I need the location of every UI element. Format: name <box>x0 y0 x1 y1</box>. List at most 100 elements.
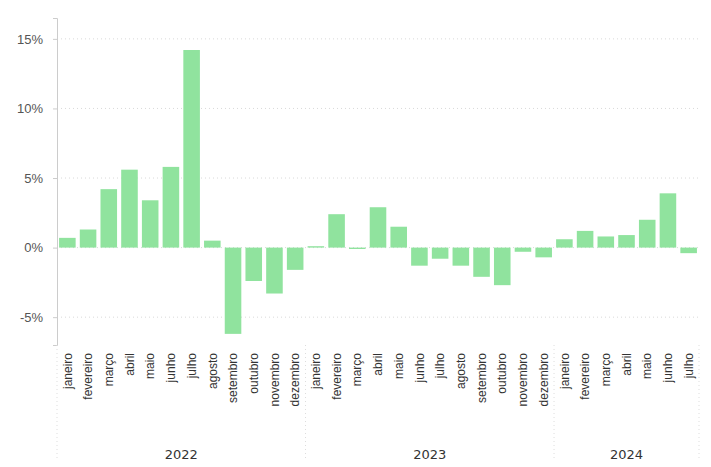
x-tick-label: junho <box>413 353 427 384</box>
y-tick-mark <box>53 178 57 179</box>
x-tick: dezembro <box>288 353 302 407</box>
bar <box>494 248 511 286</box>
bar <box>535 248 552 258</box>
y-tick: -5% <box>20 310 57 325</box>
x-tick: março <box>599 353 613 387</box>
x-axis: janeiro fevereiro março abril maio junho julho… <box>61 353 696 407</box>
year-labels: 2022 2023 2024 <box>165 447 643 462</box>
bar <box>204 241 221 248</box>
y-axis-line <box>53 19 58 346</box>
x-tick-label: outubro <box>495 353 509 394</box>
bar <box>556 239 573 247</box>
bar <box>100 189 117 247</box>
x-tick: fevereiro <box>330 353 344 400</box>
bar <box>183 50 200 248</box>
y-tick: 0% <box>24 240 57 255</box>
x-tick: julho <box>682 353 696 380</box>
bar <box>577 231 594 248</box>
group-separator <box>699 345 700 461</box>
bar <box>142 200 159 247</box>
bar <box>266 248 283 294</box>
year-label: 2024 <box>610 447 643 462</box>
bar <box>411 248 428 266</box>
bar <box>598 236 615 247</box>
bar <box>245 248 262 281</box>
x-tick-label: agosto <box>206 353 220 389</box>
grid <box>57 39 699 317</box>
x-tick: janeiro <box>309 353 323 390</box>
x-tick-label: junho <box>164 353 178 384</box>
x-tick: abril <box>123 353 137 376</box>
x-tick-label: abril <box>371 353 385 376</box>
y-tick: 5% <box>24 171 57 186</box>
group-separator <box>57 345 58 461</box>
bar <box>618 235 635 248</box>
x-tick-label: maio <box>143 353 157 379</box>
x-tick-label: abril <box>620 353 634 376</box>
x-tick-label: agosto <box>454 353 468 389</box>
bar <box>163 167 180 248</box>
x-tick-label: maio <box>392 353 406 379</box>
x-tick: abril <box>371 353 385 376</box>
bar <box>473 248 490 277</box>
bar <box>308 246 325 247</box>
group-separator <box>554 345 555 461</box>
x-tick: junho <box>413 353 427 384</box>
bar <box>660 193 677 247</box>
y-tick-label: -5% <box>20 310 44 325</box>
x-tick: agosto <box>454 353 468 389</box>
x-tick: outubro <box>247 353 261 394</box>
plot: -5%0%5%10%15%janeirofevereiromarçoabrilm… <box>17 19 699 407</box>
bar <box>639 220 656 248</box>
group-separator <box>305 345 306 461</box>
bar <box>121 170 138 248</box>
bar <box>370 207 387 247</box>
bar <box>59 238 76 248</box>
y-tick-label: 15% <box>17 32 43 47</box>
x-tick: março <box>102 353 116 387</box>
y-tick-mark <box>53 248 57 249</box>
x-tick: outubro <box>495 353 509 394</box>
bar <box>680 248 697 254</box>
x-tick: agosto <box>206 353 220 389</box>
x-tick: novembro <box>516 353 530 407</box>
y-tick-label: 10% <box>17 101 43 116</box>
x-tick: março <box>350 353 364 387</box>
x-tick-label: março <box>350 353 364 387</box>
x-tick: junho <box>661 353 675 384</box>
grid-line <box>57 38 699 39</box>
grid-line <box>57 108 699 109</box>
x-tick: abril <box>620 353 634 376</box>
x-tick: fevereiro <box>81 353 95 400</box>
y-axis: -5% 0% 5% 10% 15% <box>17 19 58 346</box>
x-tick: dezembro <box>537 353 551 407</box>
x-tick-label: janeiro <box>558 353 572 390</box>
x-tick-label: janeiro <box>61 353 75 390</box>
x-tick-label: julho <box>433 353 447 380</box>
x-tick-label: março <box>102 353 116 387</box>
year-label: 2022 <box>165 447 198 462</box>
x-tick: setembro <box>226 353 240 403</box>
x-tick: junho <box>164 353 178 384</box>
group-separators <box>57 345 699 461</box>
y-tick-mark <box>53 39 57 40</box>
x-tick-label: fevereiro <box>578 353 592 400</box>
year-label: 2023 <box>413 447 446 462</box>
x-tick: maio <box>392 353 406 379</box>
bar <box>225 248 242 334</box>
x-tick: janeiro <box>61 353 75 390</box>
x-tick-label: maio <box>640 353 654 379</box>
chart: -5%0%5%10%15%janeirofevereiromarçoabrilm… <box>0 0 711 467</box>
bar <box>287 248 304 270</box>
x-tick: novembro <box>268 353 282 407</box>
x-tick-label: novembro <box>268 353 282 407</box>
grid-line <box>57 317 699 318</box>
y-tick-label: 0% <box>24 240 43 255</box>
x-tick-label: junho <box>661 353 675 384</box>
bar <box>453 248 470 266</box>
x-tick: julho <box>433 353 447 380</box>
y-tick-label: 5% <box>24 171 43 186</box>
x-tick-label: setembro <box>226 353 240 403</box>
bar <box>328 214 345 247</box>
x-tick-label: fevereiro <box>81 353 95 400</box>
